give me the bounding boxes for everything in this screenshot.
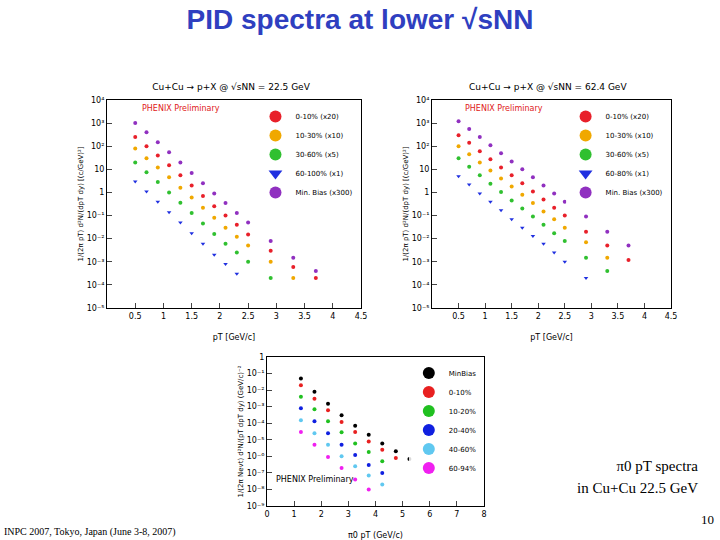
svg-text:40-60%: 40-60%	[449, 446, 476, 454]
svg-text:10⁻²: 10⁻²	[247, 386, 265, 395]
svg-text:10³: 10³	[91, 119, 104, 128]
svg-text:10⁻⁵: 10⁻⁵	[247, 436, 265, 445]
svg-text:10³: 10³	[416, 119, 429, 128]
svg-text:1/(2π pT) d²N/(dpT dy) [(c/GeV: 1/(2π pT) d²N/(dpT dy) [(c/GeV)²]	[77, 146, 85, 261]
svg-text:Min. Bias (x300): Min. Bias (x300)	[295, 189, 352, 197]
svg-text:10⁻³: 10⁻³	[412, 258, 430, 267]
svg-text:3: 3	[274, 312, 279, 321]
html-text:in Cu+Cu 22.5 GeV: in Cu+Cu 22.5 GeV	[577, 480, 698, 496]
svg-text:1: 1	[424, 188, 429, 197]
svg-text:10⁻⁵: 10⁻⁵	[412, 304, 430, 313]
svg-text:10⁻⁶: 10⁻⁶	[247, 452, 265, 461]
svg-text:0.5: 0.5	[452, 312, 465, 321]
svg-text:1: 1	[99, 188, 104, 197]
svg-text:pT [GeV/c]: pT [GeV/c]	[213, 333, 255, 342]
html-text:PID spectra at lower √sNN: PID spectra at lower √sNN	[186, 4, 534, 35]
svg-text:1: 1	[259, 353, 264, 362]
svg-text:10⁻¹: 10⁻¹	[412, 211, 430, 220]
svg-text:2.5: 2.5	[242, 312, 255, 321]
svg-text:10⁻⁴: 10⁻⁴	[87, 281, 105, 290]
svg-text:3: 3	[589, 312, 594, 321]
svg-text:1: 1	[483, 312, 488, 321]
svg-text:5: 5	[400, 510, 405, 519]
svg-text:1.5: 1.5	[505, 312, 518, 321]
svg-text:60-80% (x1): 60-80% (x1)	[606, 170, 650, 178]
svg-text:10⁻⁴: 10⁻⁴	[247, 419, 265, 428]
svg-text:Cu+Cu → p+X @ √sNN = 22.5 GeV: Cu+Cu → p+X @ √sNN = 22.5 GeV	[152, 82, 310, 92]
svg-text:4.5: 4.5	[355, 312, 368, 321]
svg-text:1: 1	[292, 510, 297, 519]
svg-text:4: 4	[373, 510, 378, 519]
svg-text:3.5: 3.5	[612, 312, 625, 321]
svg-text:10: 10	[94, 165, 104, 174]
svg-text:10⁻⁷: 10⁻⁷	[247, 469, 265, 478]
svg-text:10⁻¹: 10⁻¹	[247, 369, 265, 378]
svg-text:0.5: 0.5	[129, 312, 142, 321]
svg-text:10⁻⁵: 10⁻⁵	[87, 304, 105, 313]
svg-text:7: 7	[454, 510, 459, 519]
svg-text:60-100% (x1): 60-100% (x1)	[295, 170, 343, 178]
svg-text:10⁻¹: 10⁻¹	[87, 211, 105, 220]
svg-text:1: 1	[161, 312, 166, 321]
svg-text:0-10% (x20): 0-10% (x20)	[295, 113, 339, 121]
svg-text:1/(2π Nevt) d²N/(pT dpT dy) (G: 1/(2π Nevt) d²N/(pT dpT dy) (GeV/c)⁻²	[237, 365, 245, 497]
svg-text:PHENIX Preliminary: PHENIX Preliminary	[276, 475, 354, 484]
svg-text:10⁻⁹: 10⁻⁹	[247, 502, 265, 511]
svg-text:10: 10	[419, 165, 429, 174]
svg-text:1.5: 1.5	[185, 312, 198, 321]
svg-text:Min. Bias (x300): Min. Bias (x300)	[606, 189, 663, 197]
svg-text:3.5: 3.5	[298, 312, 311, 321]
svg-text:3: 3	[346, 510, 351, 519]
svg-text:4: 4	[642, 312, 647, 321]
svg-text:4: 4	[330, 312, 335, 321]
svg-text:6: 6	[427, 510, 432, 519]
svg-text:0-10% (x20): 0-10% (x20)	[606, 113, 650, 121]
svg-text:1/(2π pT) d²N/(dpT dy) [(c/GeV: 1/(2π pT) d²N/(dpT dy) [(c/GeV)²]	[402, 146, 410, 261]
svg-text:10²: 10²	[416, 142, 429, 151]
svg-text:4.5: 4.5	[665, 312, 678, 321]
svg-text:20-40%: 20-40%	[449, 427, 476, 435]
svg-text:2: 2	[217, 312, 222, 321]
svg-text:10-30% (x10): 10-30% (x10)	[295, 132, 343, 140]
html-text:INPC 2007, Tokyo, Japan (June: INPC 2007, Tokyo, Japan (June 3-8, 2007)	[4, 526, 176, 537]
svg-text:π0 pT (GeV/c): π0 pT (GeV/c)	[348, 531, 403, 540]
svg-text:10²: 10²	[91, 142, 104, 151]
html-text:10: 10	[701, 512, 714, 527]
svg-text:10⁻⁴: 10⁻⁴	[412, 281, 430, 290]
svg-text:10-30% (x10): 10-30% (x10)	[606, 132, 654, 140]
svg-text:0-10%: 0-10%	[449, 389, 472, 397]
svg-text:MinBias: MinBias	[449, 370, 476, 378]
svg-text:30-60% (x5): 30-60% (x5)	[295, 151, 339, 159]
svg-text:pT [GeV/c]: pT [GeV/c]	[530, 333, 572, 342]
svg-text:30-60% (x5): 30-60% (x5)	[606, 151, 650, 159]
svg-text:10-20%: 10-20%	[449, 408, 476, 416]
svg-text:10⁴: 10⁴	[416, 96, 429, 105]
svg-text:PHENIX Preliminary: PHENIX Preliminary	[465, 104, 543, 113]
svg-text:10⁻²: 10⁻²	[412, 234, 430, 243]
svg-text:10⁻⁸: 10⁻⁸	[247, 485, 265, 494]
svg-text:10⁻³: 10⁻³	[87, 258, 105, 267]
svg-text:2: 2	[536, 312, 541, 321]
svg-text:2.5: 2.5	[558, 312, 571, 321]
svg-text:2: 2	[319, 510, 324, 519]
svg-text:10⁴: 10⁴	[91, 96, 104, 105]
svg-text:8: 8	[481, 510, 486, 519]
svg-text:Cu+Cu → p+X @ √sNN = 62.4 GeV: Cu+Cu → p+X @ √sNN = 62.4 GeV	[469, 82, 627, 92]
svg-text:10⁻²: 10⁻²	[87, 234, 105, 243]
svg-text:0: 0	[264, 510, 269, 519]
html-text:π0 pT spectra: π0 pT spectra	[616, 458, 698, 474]
svg-text:PHENIX Preliminary: PHENIX Preliminary	[142, 104, 220, 113]
svg-text:60-94%: 60-94%	[449, 465, 476, 473]
svg-text:10⁻³: 10⁻³	[247, 402, 265, 411]
